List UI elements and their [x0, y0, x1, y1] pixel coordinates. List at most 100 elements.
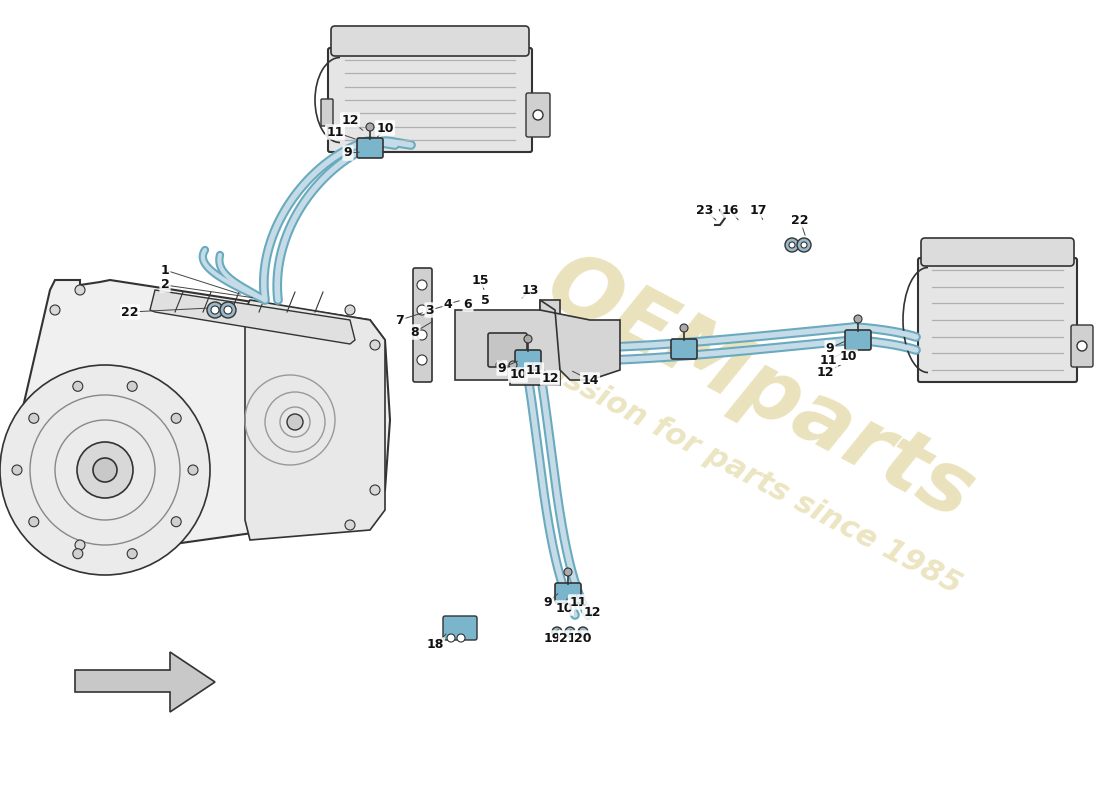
- Circle shape: [12, 465, 22, 475]
- FancyBboxPatch shape: [921, 238, 1074, 266]
- Circle shape: [29, 517, 38, 526]
- Text: 16: 16: [722, 203, 739, 217]
- Circle shape: [172, 414, 182, 423]
- Circle shape: [456, 634, 465, 642]
- FancyBboxPatch shape: [488, 333, 527, 367]
- Text: 22: 22: [791, 214, 808, 226]
- Text: 23: 23: [696, 203, 714, 217]
- Circle shape: [785, 238, 799, 252]
- Text: 10: 10: [556, 602, 573, 614]
- Polygon shape: [150, 290, 355, 344]
- Text: 13: 13: [521, 283, 539, 297]
- FancyBboxPatch shape: [845, 330, 871, 350]
- FancyBboxPatch shape: [443, 616, 477, 640]
- Text: 12: 12: [341, 114, 359, 126]
- Text: 12: 12: [541, 371, 559, 385]
- Polygon shape: [20, 280, 390, 560]
- Circle shape: [798, 238, 811, 252]
- Text: 12: 12: [583, 606, 601, 618]
- Text: 4: 4: [443, 298, 452, 310]
- Circle shape: [29, 414, 38, 423]
- Text: 17: 17: [749, 203, 767, 217]
- Circle shape: [1077, 341, 1087, 351]
- Circle shape: [220, 302, 236, 318]
- Text: 12: 12: [816, 366, 834, 378]
- FancyBboxPatch shape: [358, 138, 383, 158]
- Circle shape: [534, 110, 543, 120]
- Text: 11: 11: [526, 363, 542, 377]
- FancyBboxPatch shape: [918, 258, 1077, 382]
- Polygon shape: [75, 652, 214, 712]
- Circle shape: [789, 242, 795, 248]
- Polygon shape: [245, 300, 385, 540]
- Circle shape: [417, 355, 427, 365]
- Circle shape: [224, 306, 232, 314]
- Circle shape: [345, 305, 355, 315]
- Text: 18: 18: [427, 638, 443, 651]
- Circle shape: [417, 305, 427, 315]
- Circle shape: [287, 414, 303, 430]
- Text: 11: 11: [327, 126, 343, 138]
- Circle shape: [75, 540, 85, 550]
- Circle shape: [73, 549, 82, 558]
- Text: 22: 22: [121, 306, 139, 318]
- Text: 10: 10: [376, 122, 394, 134]
- Circle shape: [345, 520, 355, 530]
- FancyBboxPatch shape: [321, 99, 333, 126]
- Circle shape: [417, 330, 427, 340]
- Circle shape: [172, 517, 182, 526]
- Circle shape: [77, 442, 133, 498]
- Text: 2: 2: [161, 278, 169, 291]
- Text: 9: 9: [497, 362, 506, 374]
- Circle shape: [801, 242, 807, 248]
- Text: 3: 3: [426, 303, 434, 317]
- Text: OEMparts: OEMparts: [532, 242, 988, 538]
- Circle shape: [417, 280, 427, 290]
- Circle shape: [552, 627, 562, 637]
- Circle shape: [0, 365, 210, 575]
- Text: 9: 9: [543, 595, 552, 609]
- Text: 9: 9: [343, 146, 352, 159]
- FancyBboxPatch shape: [515, 350, 541, 370]
- Text: 7: 7: [396, 314, 405, 326]
- FancyBboxPatch shape: [1071, 325, 1093, 367]
- Text: a passion for parts since 1985: a passion for parts since 1985: [494, 330, 966, 600]
- Circle shape: [50, 305, 60, 315]
- FancyBboxPatch shape: [412, 268, 432, 382]
- Circle shape: [366, 123, 374, 131]
- Text: 10: 10: [839, 350, 857, 363]
- FancyBboxPatch shape: [671, 339, 697, 359]
- Text: 10: 10: [509, 369, 527, 382]
- FancyBboxPatch shape: [556, 583, 581, 603]
- Text: 8: 8: [410, 326, 419, 338]
- Polygon shape: [455, 300, 560, 385]
- Circle shape: [207, 302, 223, 318]
- Text: 20: 20: [574, 631, 592, 645]
- Circle shape: [188, 465, 198, 475]
- Circle shape: [680, 324, 688, 332]
- Circle shape: [565, 627, 575, 637]
- Circle shape: [75, 285, 85, 295]
- Text: 9: 9: [826, 342, 834, 354]
- Circle shape: [94, 458, 117, 482]
- FancyBboxPatch shape: [328, 48, 532, 152]
- Circle shape: [854, 315, 862, 323]
- Circle shape: [128, 382, 138, 391]
- Circle shape: [564, 568, 572, 576]
- Text: 15: 15: [471, 274, 488, 286]
- Circle shape: [524, 335, 532, 343]
- Circle shape: [370, 485, 379, 495]
- Text: 11: 11: [820, 354, 837, 366]
- Circle shape: [509, 361, 517, 369]
- Circle shape: [578, 627, 588, 637]
- Circle shape: [447, 634, 455, 642]
- Text: 5: 5: [481, 294, 490, 306]
- Circle shape: [128, 549, 138, 558]
- Circle shape: [496, 361, 504, 369]
- Polygon shape: [540, 300, 620, 380]
- FancyBboxPatch shape: [331, 26, 529, 56]
- FancyBboxPatch shape: [526, 93, 550, 137]
- Circle shape: [73, 382, 82, 391]
- Text: 14: 14: [581, 374, 598, 386]
- Text: 19: 19: [543, 631, 561, 645]
